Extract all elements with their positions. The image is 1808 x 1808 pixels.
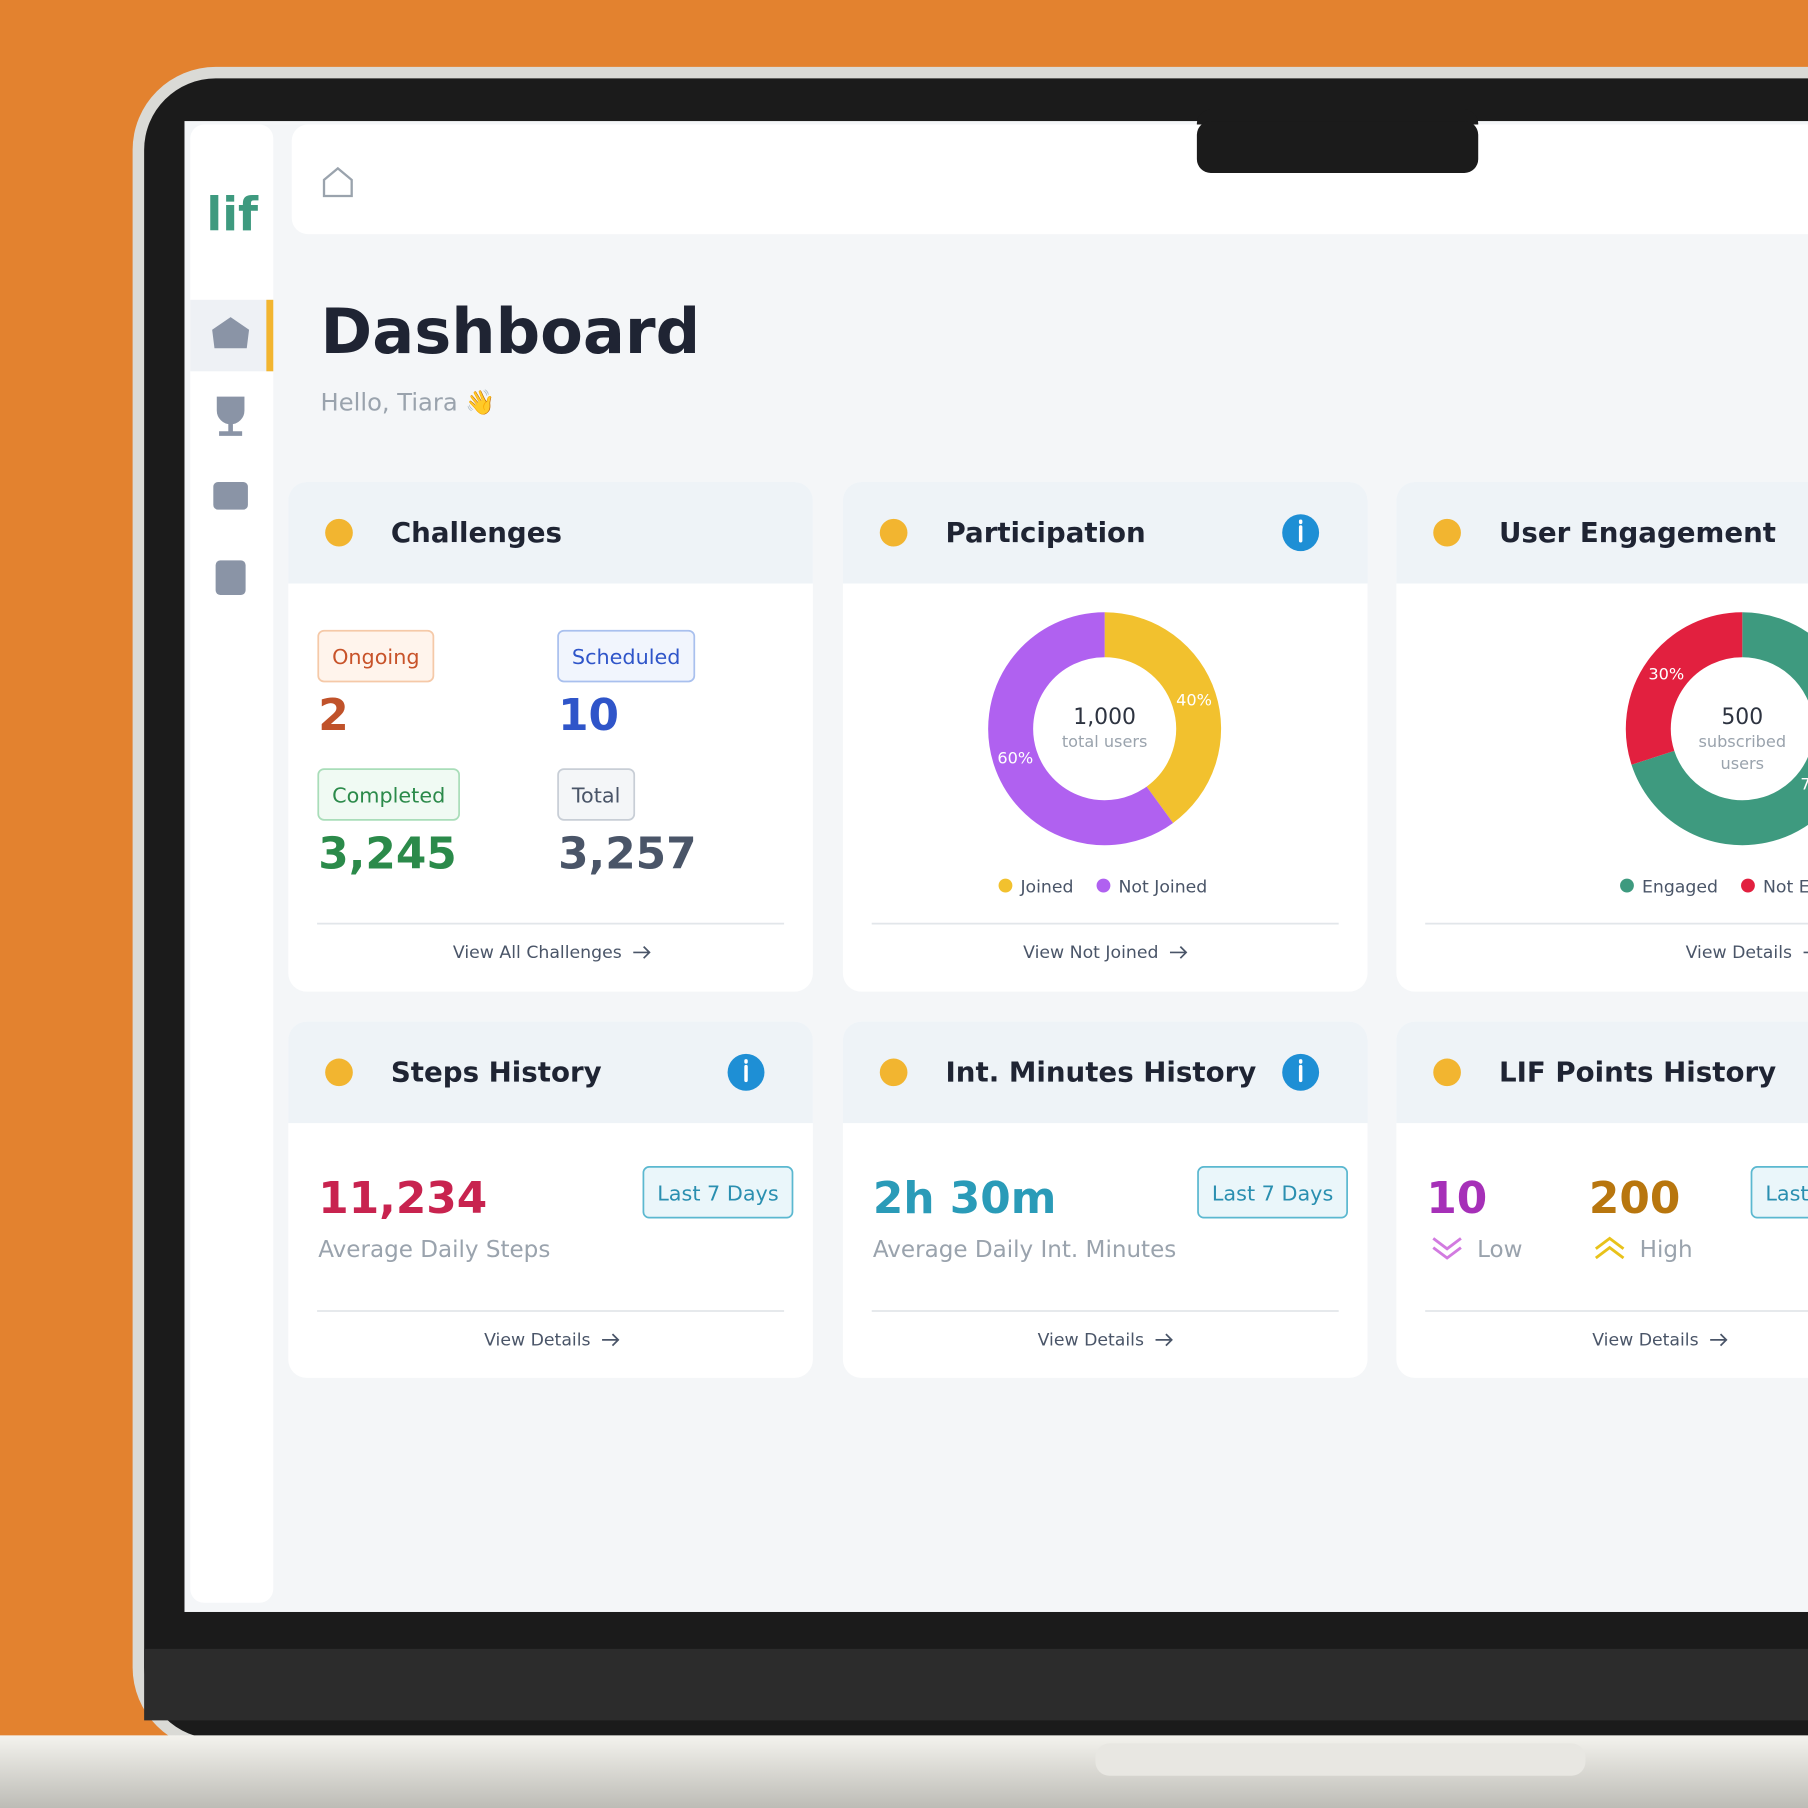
metric-value: 11,234 [318, 1173, 487, 1224]
link-arrow [1169, 946, 1188, 959]
notch-overlay [1196, 121, 1479, 173]
card-title: User Engagement [1499, 516, 1776, 549]
greeting: Hello, Tiara 👋 [321, 388, 496, 417]
stat-value: 2 [318, 690, 348, 741]
metric-caption: Average Daily Steps [318, 1237, 550, 1263]
legend-dot [1741, 878, 1755, 893]
stat-label-box [557, 768, 636, 821]
card [288, 481, 813, 992]
segment-label: 30% [1648, 664, 1684, 683]
stat-label: Completed [332, 784, 445, 808]
legend-label: Joined [1019, 877, 1073, 897]
card-link[interactable]: View Details [1686, 943, 1792, 963]
legend-label: Not Joined [1118, 877, 1207, 897]
sidebar [190, 124, 274, 1603]
stat-label-box [317, 629, 435, 683]
card-title: Challenges [391, 516, 562, 549]
card-header [1396, 481, 1808, 584]
donut-center-label: total users [1062, 732, 1148, 751]
home-icon[interactable] [322, 166, 353, 198]
card-icon [879, 1058, 908, 1087]
link-arrow [1803, 951, 1808, 954]
donut-center-value: 1,000 [1073, 705, 1136, 730]
donut-segment [988, 612, 1174, 846]
card-link[interactable]: View All Challenges [453, 943, 622, 963]
nav-doc-icon[interactable] [215, 560, 246, 595]
donut-segment [1631, 612, 1808, 846]
link-arrow [633, 946, 651, 959]
card [842, 481, 1368, 992]
legend-label: Not Engaged [1763, 877, 1808, 897]
donut-segment [1625, 612, 1744, 765]
stat-label: Total [571, 784, 620, 808]
card-header [842, 481, 1368, 584]
high-icon [1594, 1236, 1625, 1260]
high-value: 200 [1589, 1173, 1680, 1224]
low-label: Low [1477, 1237, 1522, 1263]
metric-caption: Average Daily Int. Minutes [873, 1237, 1176, 1263]
card [1396, 481, 1808, 992]
card-title: Participation [946, 516, 1146, 549]
card-title: LIF Points History [1499, 1056, 1776, 1089]
card-icon [879, 518, 908, 547]
top-bar [291, 124, 1808, 235]
period-filter: Last 7 Days [1765, 1181, 1808, 1205]
period-filter-box [642, 1166, 794, 1219]
segment-label: 70% [1800, 775, 1808, 794]
stat-value: 3,245 [318, 828, 457, 879]
card-icon [1433, 518, 1461, 547]
donut-center-label: subscribed [1698, 732, 1786, 751]
stat-label: Scheduled [572, 645, 681, 669]
low-value: 10 [1426, 1173, 1487, 1224]
legend-dot [998, 878, 1013, 893]
segment-label: 60% [997, 749, 1033, 768]
stat-value: 3,257 [558, 828, 697, 879]
metric-value: 2h 30m [873, 1173, 1056, 1224]
period-filter-box [1750, 1166, 1808, 1219]
stat-value: 10 [558, 690, 619, 741]
page-title: Dashboard [321, 295, 701, 368]
card-title: Int. Minutes History [946, 1056, 1257, 1089]
card-icon [325, 518, 353, 547]
card-link[interactable]: View Not Joined [1023, 943, 1158, 963]
segment-label: 40% [1176, 690, 1212, 709]
link-arrow [602, 1333, 620, 1347]
high-label: High [1640, 1237, 1693, 1263]
card-header [288, 1021, 813, 1124]
donut-center-label: users [1720, 754, 1764, 773]
card-link[interactable]: View Details [1038, 1331, 1144, 1351]
donut-segment [1103, 612, 1222, 823]
legend-dot [1620, 878, 1634, 893]
period-filter: Last 7 Days [657, 1181, 778, 1205]
card-link[interactable]: View Details [1592, 1331, 1698, 1351]
period-filter: Last 7 Days [1212, 1181, 1333, 1205]
stat-label: Ongoing [332, 645, 419, 669]
card-header [842, 1021, 1368, 1124]
chin [144, 1648, 1808, 1721]
base-groove [1095, 1743, 1586, 1776]
legend-dot [1096, 878, 1111, 893]
link-arrow [1710, 1333, 1728, 1347]
period-filter-box [1197, 1166, 1348, 1219]
card-header [288, 481, 813, 584]
stat-label-box [557, 629, 696, 683]
legend-label: Engaged [1642, 877, 1718, 897]
card-link[interactable]: View Details [484, 1331, 590, 1351]
low-icon [1432, 1237, 1462, 1260]
donut-center-value: 500 [1721, 705, 1763, 730]
card-title: Steps History [391, 1056, 602, 1089]
stat-label-box [317, 768, 460, 821]
nav-card-icon[interactable] [213, 481, 248, 510]
card-icon [325, 1058, 353, 1087]
card-icon [1433, 1058, 1461, 1087]
logo[interactable]: lif [206, 188, 259, 242]
nav-indicator [266, 299, 274, 372]
card-header [1396, 1021, 1808, 1124]
nav-home-icon[interactable] [212, 317, 250, 349]
nav-trophy-icon[interactable] [216, 396, 245, 436]
link-arrow [1155, 1333, 1173, 1347]
